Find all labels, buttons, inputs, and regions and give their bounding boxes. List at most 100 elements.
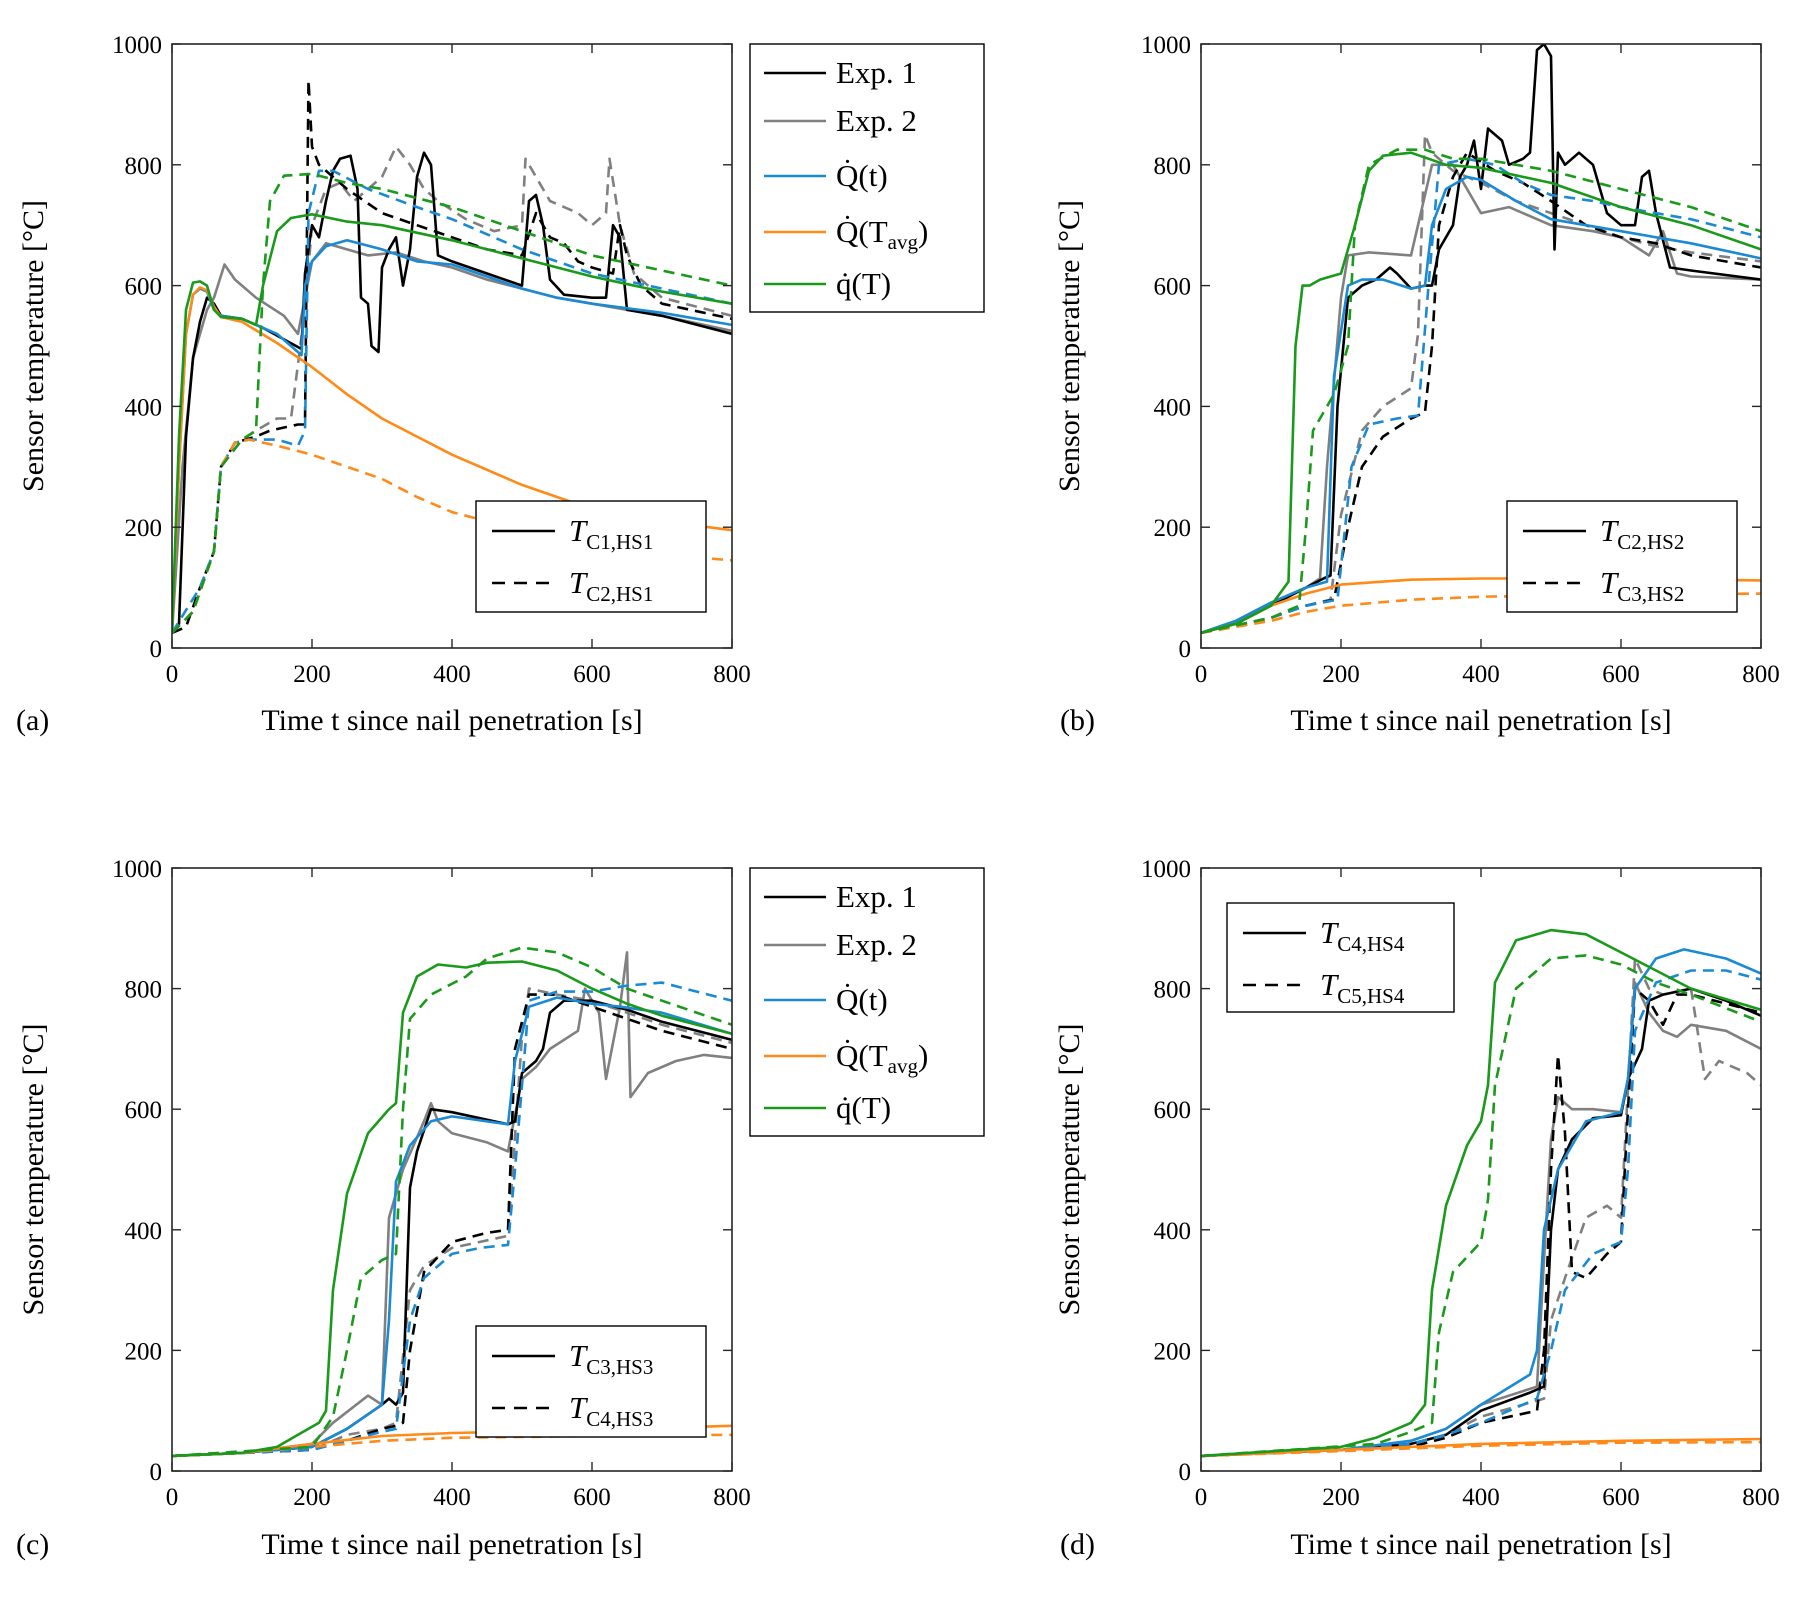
y-tick-label: 600 bbox=[125, 1097, 163, 1124]
legend-box bbox=[475, 500, 707, 613]
y-tick-label: 0 bbox=[150, 636, 163, 663]
y-tick-label: 1000 bbox=[1141, 856, 1191, 883]
x-tick-label: 800 bbox=[1742, 1484, 1780, 1511]
series-exp2-dashed bbox=[1201, 957, 1761, 1458]
x-tick-label: 0 bbox=[166, 661, 179, 688]
series-qtavg-dashed bbox=[1201, 1440, 1761, 1458]
panel-label: (d) bbox=[1060, 1528, 1095, 1561]
plot-area bbox=[172, 78, 732, 635]
series-exp2-dashed bbox=[172, 987, 732, 1458]
x-tick-label: 400 bbox=[1462, 1484, 1500, 1511]
legend-entry-label: TC4,HS4 bbox=[1320, 915, 1405, 956]
x-tick-label: 200 bbox=[1322, 1484, 1360, 1511]
x-tick-label: 800 bbox=[1742, 661, 1780, 688]
y-tick-label: 400 bbox=[125, 394, 163, 421]
sensor-legend: TC2,HS2 TC3,HS2 bbox=[1506, 500, 1738, 613]
x-tick-label: 400 bbox=[1462, 661, 1500, 688]
legend-entry-label: q̇(T) bbox=[836, 266, 891, 301]
y-tick-label: 200 bbox=[125, 515, 163, 542]
legend-entry-label: Exp. 2 bbox=[836, 927, 917, 962]
series-qt-dashed bbox=[172, 981, 732, 1458]
y-tick-label: 800 bbox=[125, 153, 163, 180]
x-tick-label: 400 bbox=[433, 661, 471, 688]
legend-entry-label: Exp. 1 bbox=[836, 55, 917, 90]
x-tick-label: 0 bbox=[1195, 1484, 1208, 1511]
x-axis-label: Time t since nail penetration [s] bbox=[261, 704, 642, 737]
y-tick-label: 400 bbox=[1154, 394, 1192, 421]
y-tick-label: 1000 bbox=[112, 856, 162, 883]
series-qt-solid bbox=[172, 996, 732, 1458]
legend-entry-label: Q̇(Tavg) bbox=[836, 214, 928, 254]
y-tick-label: 800 bbox=[125, 977, 163, 1004]
y-tick-label: 200 bbox=[125, 1338, 163, 1365]
series-qt-dashed bbox=[172, 946, 732, 1458]
y-tick-label: 200 bbox=[1154, 1338, 1192, 1365]
y-tick-label: 600 bbox=[125, 274, 163, 301]
plot-area bbox=[1201, 928, 1761, 1458]
y-tick-label: 600 bbox=[1154, 1097, 1192, 1124]
series-qt-solid bbox=[1201, 948, 1761, 1458]
series-exp2-solid bbox=[1201, 981, 1761, 1458]
series-qt-dashed bbox=[172, 172, 732, 634]
y-tick-label: 1000 bbox=[1141, 32, 1191, 59]
legend-entry-label: q̇(T) bbox=[836, 1090, 891, 1125]
y-axis-label: Sensor temperature [°C] bbox=[1053, 200, 1086, 492]
series-qt-dashed bbox=[172, 169, 732, 634]
series-qt-solid bbox=[172, 960, 732, 1458]
y-tick-label: 1000 bbox=[112, 32, 162, 59]
panel-d: 0 200 400 600 800 0 200 400 600 800 1000 Time t sin… bbox=[1053, 856, 1780, 1561]
legend-entry-label: TC3,HS2 bbox=[1600, 565, 1684, 606]
x-tick-label: 200 bbox=[1322, 661, 1360, 688]
series-exp1-dashed bbox=[172, 993, 732, 1458]
legend-entry-label: TC1,HS1 bbox=[569, 513, 653, 554]
sensor-legend: TC4,HS4 TC5,HS4 bbox=[1226, 902, 1455, 1013]
y-tick-label: 600 bbox=[1154, 274, 1192, 301]
legend-entry-label: Exp. 1 bbox=[836, 879, 917, 914]
series-qt-solid bbox=[1201, 928, 1761, 1458]
y-tick-label: 800 bbox=[1154, 977, 1192, 1004]
y-tick-label: 800 bbox=[1154, 153, 1192, 180]
series-exp1-solid bbox=[1201, 44, 1761, 635]
x-axis-label: Time t since nail penetration [s] bbox=[1290, 704, 1671, 737]
legend-box bbox=[749, 867, 985, 1137]
y-axis-label: Sensor temperature [°C] bbox=[17, 1024, 50, 1316]
legend-entry-label: Q̇(Tavg) bbox=[836, 1038, 928, 1078]
panel-label: (a) bbox=[16, 704, 49, 737]
x-tick-label: 0 bbox=[166, 1484, 179, 1511]
y-axis-label: Sensor temperature [°C] bbox=[17, 200, 50, 492]
series-qt-solid bbox=[1201, 175, 1761, 635]
panel-c: 0 200 400 600 800 0 200 400 600 800 1000 Time t sin… bbox=[16, 856, 985, 1561]
legend-box bbox=[749, 43, 985, 313]
legend-entry-label: Exp. 2 bbox=[836, 103, 917, 138]
series-qt-dashed bbox=[1201, 148, 1761, 635]
model-legend: Exp. 1 Exp. 2 Q̇(t) Q̇(Tavg) q̇(T) bbox=[749, 867, 985, 1137]
sensor-legend: TC1,HS1 TC2,HS1 bbox=[475, 500, 707, 613]
x-tick-label: 600 bbox=[1602, 661, 1640, 688]
legend-entry-label: TC5,HS4 bbox=[1320, 967, 1405, 1008]
y-tick-label: 0 bbox=[1179, 636, 1192, 663]
model-legend: Exp. 1 Exp. 2 Q̇(t) Q̇(Tavg) q̇(T) bbox=[749, 43, 985, 313]
x-tick-label: 600 bbox=[1602, 1484, 1640, 1511]
series-exp1-dashed bbox=[1201, 151, 1761, 635]
series-exp2-dashed bbox=[172, 145, 732, 634]
series-exp1-dashed bbox=[1201, 987, 1761, 1458]
sensor-legend: TC3,HS3 TC4,HS3 bbox=[475, 1325, 707, 1438]
y-tick-label: 400 bbox=[125, 1218, 163, 1245]
y-tick-label: 0 bbox=[150, 1459, 163, 1486]
x-tick-label: 800 bbox=[713, 1484, 751, 1511]
series-qt-dashed bbox=[1201, 954, 1761, 1458]
series-qt-solid bbox=[172, 213, 732, 633]
legend-entry-label: TC4,HS3 bbox=[569, 1390, 653, 1431]
panel-b: 0 200 400 600 800 0 200 400 600 800 1000 Time t sin… bbox=[1053, 32, 1780, 737]
panel-label: (b) bbox=[1060, 704, 1095, 737]
y-tick-label: 400 bbox=[1154, 1218, 1192, 1245]
legend-entry-label: TC2,HS2 bbox=[1600, 513, 1684, 554]
x-tick-label: 600 bbox=[573, 661, 611, 688]
x-tick-label: 400 bbox=[433, 1484, 471, 1511]
y-axis-label: Sensor temperature [°C] bbox=[1053, 1024, 1086, 1316]
x-axis-label: Time t since nail penetration [s] bbox=[261, 1528, 642, 1561]
legend-box bbox=[475, 1325, 707, 1438]
series-qtavg-solid bbox=[172, 286, 732, 633]
legend-entry-label: TC2,HS1 bbox=[569, 565, 653, 606]
